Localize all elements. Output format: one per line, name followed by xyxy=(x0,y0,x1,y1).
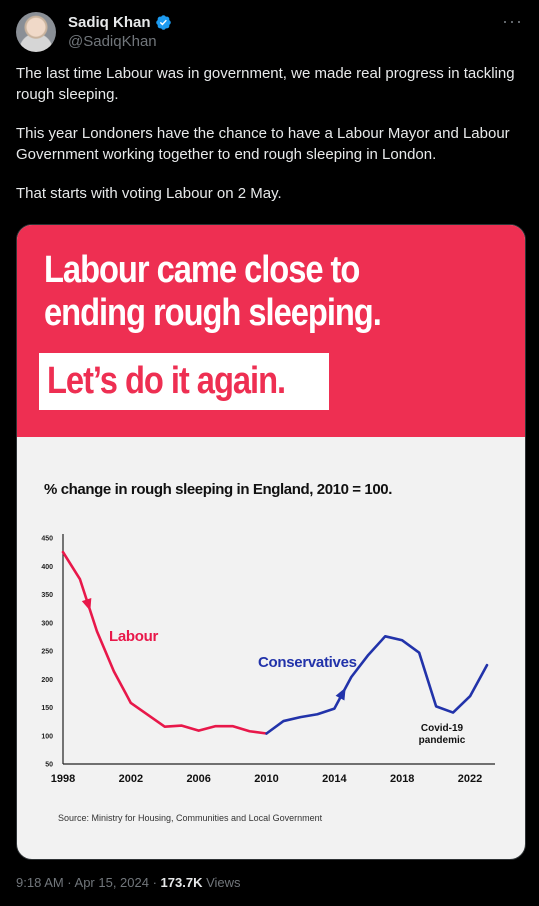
y-tick-label: 400 xyxy=(41,564,53,571)
display-name[interactable]: Sadiq Khan xyxy=(68,14,151,31)
graphic-subheadline-box: Let’s do it again. xyxy=(39,353,329,410)
chart-source: Source: Ministry for Housing, Communitie… xyxy=(58,813,323,823)
views-count: 173.7K xyxy=(160,875,203,890)
name-row: Sadiq Khan xyxy=(68,14,172,31)
graphic-banner: Labour came close to ending rough sleepi… xyxy=(17,225,525,437)
y-tick-label: 350 xyxy=(41,592,53,599)
user-handle[interactable]: @SadiqKhan xyxy=(68,33,157,50)
x-tick-label: 1998 xyxy=(51,773,75,785)
avatar[interactable] xyxy=(16,12,56,52)
x-tick-label: 2022 xyxy=(458,773,482,785)
graphic-headline: Labour came close to ending rough sleepi… xyxy=(44,249,382,334)
chart-title: % change in rough sleeping in England, 2… xyxy=(44,481,393,498)
labour-arrow-icon xyxy=(81,597,92,611)
annotation-pandemic: pandemic xyxy=(419,735,466,746)
rough-sleeping-chart: 50 100 150 200 250 300 350 400 450 1998 2002 2006 20… xyxy=(41,534,495,785)
y-tick-label: 450 xyxy=(41,536,53,543)
x-tick-label: 2006 xyxy=(186,773,210,785)
y-tick-label: 150 xyxy=(41,705,53,712)
series-label-conservatives: Conservatives xyxy=(258,654,357,671)
views-label: Views xyxy=(202,875,241,890)
series-label-labour: Labour xyxy=(109,628,158,645)
y-tick-label: 300 xyxy=(41,620,53,627)
series-line-labour xyxy=(61,550,268,735)
x-tick-label: 2018 xyxy=(390,773,414,785)
annotation-covid: Covid-19 xyxy=(421,723,464,734)
more-options-icon[interactable]: ··· xyxy=(502,11,523,31)
tweet-image[interactable]: Labour came close to ending rough sleepi… xyxy=(16,224,526,860)
conservatives-arrow-icon xyxy=(335,687,346,701)
x-tick-label: 2014 xyxy=(322,773,347,785)
tweet-paragraph: That starts with voting Labour on 2 May. xyxy=(16,185,282,202)
tweet-text: The last time Labour was in government, … xyxy=(16,63,526,222)
tweet-footer: 9:18 AM · Apr 15, 2024 · 173.7K Views xyxy=(16,875,241,890)
tweet-timestamp[interactable]: 9:18 AM · Apr 15, 2024 · xyxy=(16,875,161,890)
tweet-header: Sadiq Khan @SadiqKhan ··· xyxy=(16,12,523,52)
verified-badge-icon[interactable] xyxy=(155,14,172,31)
series-line-conservatives xyxy=(265,635,489,735)
tweet-paragraph: This year Londoners have the chance to h… xyxy=(16,125,510,163)
tweet-paragraph: The last time Labour was in government, … xyxy=(16,65,515,103)
y-tick-label: 200 xyxy=(41,677,53,684)
graphic-subheadline: Let’s do it again. xyxy=(47,360,286,402)
x-tick-label: 2010 xyxy=(254,773,278,785)
y-tick-label: 100 xyxy=(41,733,53,740)
y-tick-label: 50 xyxy=(45,762,53,769)
y-tick-label: 250 xyxy=(41,649,53,656)
x-tick-label: 2002 xyxy=(119,773,143,785)
